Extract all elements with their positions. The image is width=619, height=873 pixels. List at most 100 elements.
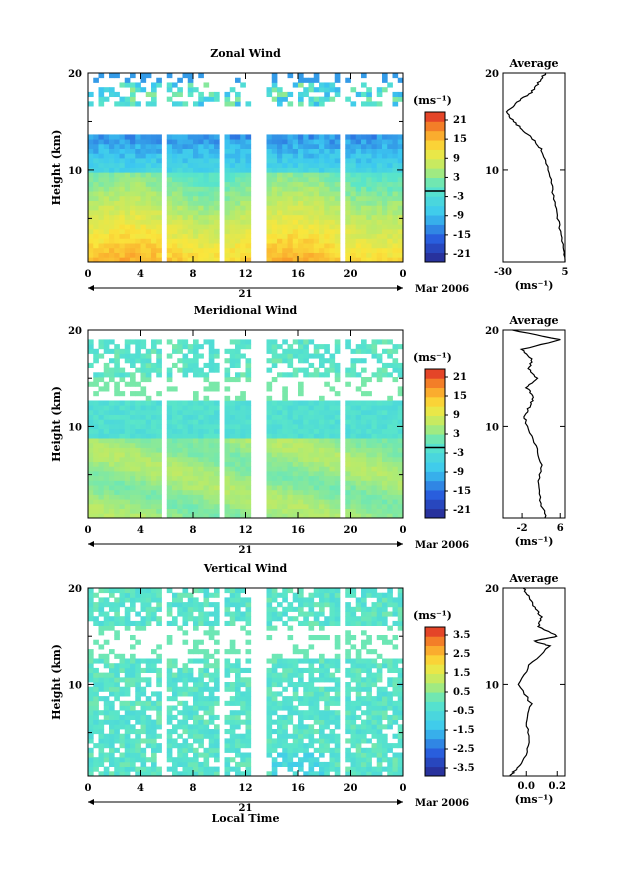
heatmap-cell <box>130 73 136 79</box>
heatmap-cell <box>308 475 315 481</box>
heatmap-cell <box>382 471 388 477</box>
heatmap-cell <box>140 247 147 253</box>
heatmap-cell <box>172 252 178 258</box>
heatmap-cell <box>376 101 383 107</box>
heatmap-cell <box>271 419 278 425</box>
heatmap-cell <box>371 466 378 472</box>
heatmap-cell <box>334 602 341 608</box>
heatmap-cell <box>350 243 357 249</box>
heatmap-cell <box>103 257 110 263</box>
heatmap-cell <box>214 461 220 467</box>
heatmap-cell <box>319 710 325 716</box>
heatmap-cell <box>145 143 152 150</box>
heatmap-cell <box>151 186 157 192</box>
heatmap-cell <box>235 447 241 453</box>
heatmap-cell <box>319 471 325 477</box>
heatmap-cell <box>208 733 215 739</box>
heatmap-cell <box>98 499 105 505</box>
heatmap-cell <box>387 602 393 608</box>
heatmap-cell <box>282 172 288 178</box>
heatmap-cell <box>119 377 126 383</box>
heatmap-cell <box>114 733 120 739</box>
heatmap-cell <box>308 162 315 168</box>
heatmap-cell <box>198 101 204 107</box>
heatmap-cell <box>240 224 246 230</box>
heatmap-cell <box>235 452 241 458</box>
heatmap-cell <box>88 233 94 239</box>
heatmap-cell <box>245 172 252 178</box>
heatmap-cell <box>130 205 136 211</box>
heatmap-cell <box>361 247 367 253</box>
heatmap-cell <box>392 134 399 140</box>
heatmap-cell <box>224 395 231 401</box>
heatmap-cell <box>182 73 189 79</box>
heatmap-cell <box>182 714 189 720</box>
colorbar-unit: (ms⁻¹) <box>413 351 452 364</box>
heatmap-cell <box>145 377 152 383</box>
heatmap-cell <box>240 733 246 739</box>
heatmap-cell <box>266 167 273 173</box>
heatmap-cell <box>198 167 204 173</box>
heatmap-cell <box>98 377 105 383</box>
heatmap-cell <box>366 620 372 626</box>
heatmap-cell <box>266 513 273 519</box>
heatmap-cell <box>145 181 152 187</box>
heatmap-cell <box>198 195 204 201</box>
heatmap-cell <box>245 649 252 655</box>
heatmap-cell <box>166 696 173 702</box>
heatmap-cell <box>292 172 299 178</box>
heatmap-cell <box>182 200 189 206</box>
heatmap-cell <box>172 181 178 187</box>
heatmap-cell <box>130 167 136 173</box>
heatmap-cell <box>371 428 378 434</box>
heatmap-cell <box>88 143 94 150</box>
heatmap-cell <box>88 405 94 411</box>
heatmap-cell <box>135 588 141 594</box>
colorbar-tick-label: -3 <box>453 448 464 459</box>
heatmap-cell <box>114 635 120 641</box>
heatmap-cell <box>329 658 336 664</box>
heatmap-cell <box>334 153 341 159</box>
heatmap-cell <box>214 616 220 622</box>
heatmap-cell <box>303 494 309 500</box>
heatmap-cell <box>303 358 309 364</box>
heatmap-cell <box>382 372 388 378</box>
heatmap-cell <box>88 257 94 263</box>
heatmap-cell <box>287 424 294 430</box>
heatmap-cell <box>214 367 220 373</box>
heatmap-cell <box>103 339 110 345</box>
heatmap-cell <box>151 494 157 500</box>
heatmap-cell <box>166 757 173 763</box>
heatmap-cell <box>324 134 330 140</box>
heatmap-cell <box>156 162 162 168</box>
heatmap-cell <box>145 210 152 216</box>
heatmap-cell <box>135 442 141 448</box>
heatmap-cell <box>371 592 378 598</box>
heatmap-cell <box>382 616 388 622</box>
heatmap-cell <box>109 148 115 154</box>
heatmap-cell <box>235 200 241 206</box>
heatmap-cell <box>240 452 246 458</box>
heatmap-cell <box>298 172 304 178</box>
heatmap-cell <box>103 766 110 772</box>
heatmap-cell <box>182 700 189 706</box>
heatmap-cell <box>156 667 162 673</box>
heatmap-cell <box>140 602 147 608</box>
heatmap-cell <box>287 257 294 263</box>
heatmap-cell <box>177 433 183 439</box>
heatmap-cell <box>313 210 320 216</box>
heatmap-cell <box>124 233 131 239</box>
heatmap-cell <box>109 243 115 249</box>
heatmap-cell <box>182 414 189 420</box>
heatmap-cell <box>172 461 178 467</box>
heatmap-cell <box>214 228 220 235</box>
heatmap-cell <box>98 761 105 767</box>
heatmap-cell <box>235 77 241 83</box>
heatmap-cell <box>214 649 220 655</box>
heatmap-cell <box>308 438 315 444</box>
heatmap-cell <box>345 747 351 753</box>
heatmap-cell <box>109 485 115 491</box>
heatmap-cell <box>114 73 120 79</box>
heatmap-cell <box>355 658 362 664</box>
heatmap-cell <box>266 691 273 697</box>
